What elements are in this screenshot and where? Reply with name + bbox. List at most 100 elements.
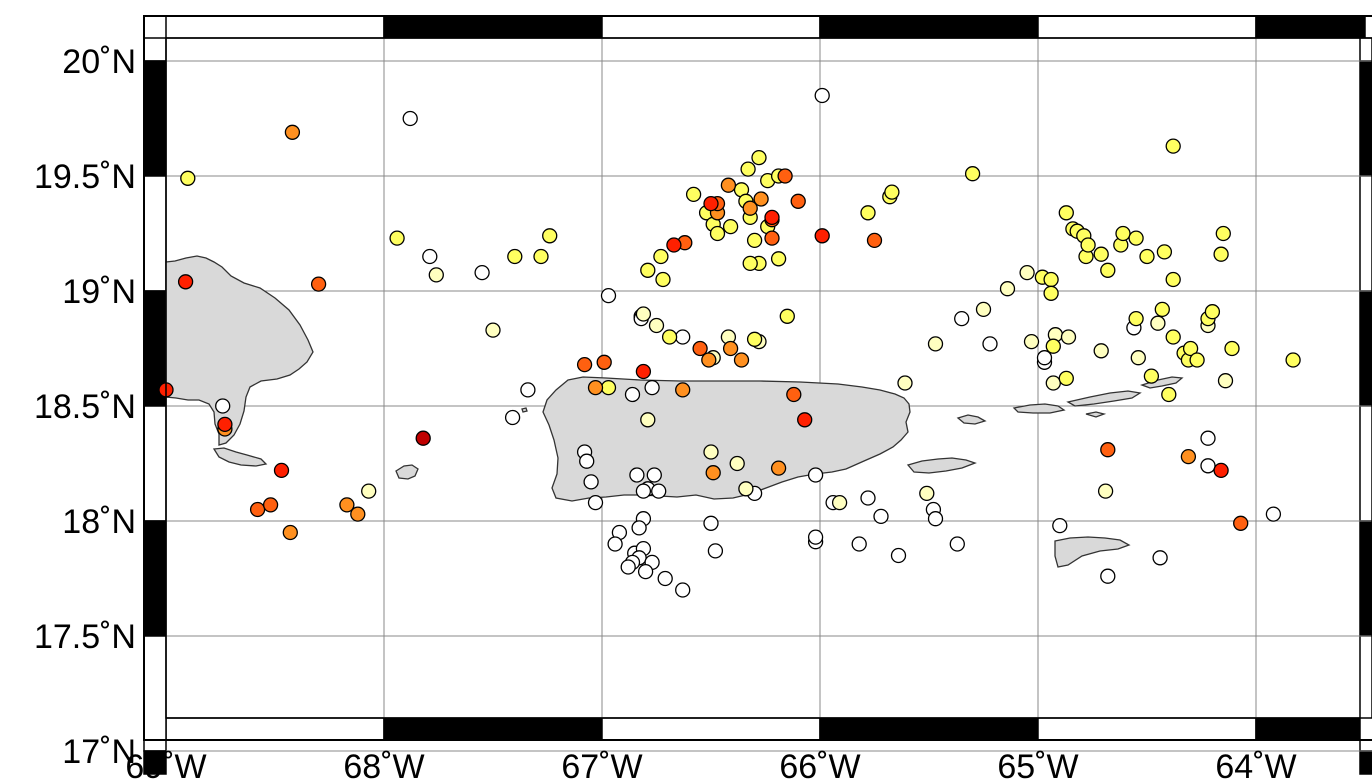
earthquake-marker xyxy=(729,455,745,472)
left-scale-bar-segment xyxy=(143,60,167,177)
earthquake-marker xyxy=(740,161,756,177)
longitude-tick-label: 69˚W xyxy=(125,748,206,782)
earthquake-marker xyxy=(583,474,599,490)
right-scale-bar-segment xyxy=(1359,175,1372,292)
map-inner-border xyxy=(165,37,1372,719)
earthquake-marker xyxy=(1200,430,1216,446)
map-outer-border xyxy=(143,15,1372,741)
desecheo-island xyxy=(521,407,528,413)
earthquake-marker xyxy=(596,354,612,370)
earthquake-marker xyxy=(746,232,763,249)
earthquake-marker xyxy=(860,205,876,221)
left-scale-bar-segment xyxy=(143,520,167,637)
left-scale-bar-segment xyxy=(143,750,167,775)
earthquake-marker xyxy=(655,271,671,288)
earthquake-marker xyxy=(1036,350,1053,366)
earthquake-marker xyxy=(753,191,769,207)
bottom-scale-bar-segment xyxy=(1255,717,1366,741)
earthquake-marker xyxy=(1233,515,1249,531)
earthquake-marker xyxy=(675,329,691,345)
earthquake-marker xyxy=(1045,338,1061,354)
right-scale-bar-segment xyxy=(1359,37,1372,62)
earthquake-marker xyxy=(631,520,647,536)
earthquake-marker xyxy=(1165,138,1181,154)
right-scale-bar-segment xyxy=(1359,405,1372,522)
earthquake-marker xyxy=(851,536,867,552)
earthquake-marker xyxy=(428,267,444,283)
earthquake-marker xyxy=(807,467,824,483)
earthquake-marker xyxy=(402,110,418,127)
anegada-islets xyxy=(1085,411,1107,418)
earthquake-marker xyxy=(1052,517,1068,534)
earthquake-marker xyxy=(1115,225,1131,242)
earthquake-marker xyxy=(640,412,656,428)
top-scale-bar-segment xyxy=(1255,15,1366,39)
earthquake-marker xyxy=(1224,340,1240,357)
earthquake-marker xyxy=(770,251,787,267)
earthquake-marker xyxy=(707,543,724,559)
earthquake-marker xyxy=(897,375,913,391)
earthquake-marker xyxy=(814,228,830,244)
earthquake-marker xyxy=(890,547,907,564)
culebra xyxy=(956,414,987,425)
earthquake-marker xyxy=(1058,370,1074,387)
earthquake-marker xyxy=(422,248,438,265)
earthquake-marker xyxy=(975,301,992,318)
earthquake-marker xyxy=(415,430,431,446)
earthquake-marker xyxy=(533,248,549,265)
saona-island xyxy=(212,447,268,467)
earthquake-marker xyxy=(982,336,998,352)
longitude-tick-label: 64˚W xyxy=(1215,748,1296,782)
earthquake-marker xyxy=(786,386,802,403)
earthquake-marker xyxy=(350,506,366,522)
earthquake-marker xyxy=(1265,506,1282,522)
earthquake-marker xyxy=(644,379,660,396)
earthquake-marker xyxy=(1128,230,1144,246)
earthquake-marker xyxy=(770,460,787,476)
earthquake-marker xyxy=(648,317,665,334)
earthquake-marker xyxy=(720,177,737,193)
left-scale-bar-segment xyxy=(143,175,167,292)
earthquake-marker xyxy=(1215,225,1231,242)
earthquake-marker xyxy=(542,228,558,244)
earthquake-marker xyxy=(635,306,652,322)
earthquake-marker xyxy=(520,382,536,398)
earthquake-marker xyxy=(284,124,301,140)
earthquake-marker xyxy=(954,310,970,327)
earthquake-marker xyxy=(1043,285,1059,301)
earthquake-marker xyxy=(273,462,290,479)
left-scale-bar-segment xyxy=(143,405,167,522)
earthquake-marker xyxy=(249,501,266,518)
earthquake-marker xyxy=(600,287,617,304)
earthquake-marker xyxy=(629,467,645,483)
earthquake-marker xyxy=(1189,352,1205,368)
longitude-tick-label: 68˚W xyxy=(343,748,424,782)
earthquake-marker xyxy=(1161,386,1177,403)
earthquake-marker xyxy=(1152,550,1168,566)
land-masses xyxy=(165,255,1184,568)
earthquake-marker xyxy=(779,308,795,324)
longitude-tick-label: 66˚W xyxy=(779,748,860,782)
earthquake-marker xyxy=(600,379,617,396)
earthquake-marker xyxy=(310,276,327,292)
earthquake-marker xyxy=(1058,205,1074,221)
earthquake-marker xyxy=(742,200,758,216)
top-scale-bar-segment xyxy=(819,15,1039,39)
earthquake-marker xyxy=(964,166,981,182)
earthquake-marker xyxy=(999,281,1016,297)
earthquake-marker xyxy=(640,262,656,278)
earthquake-marker xyxy=(282,524,298,541)
earthquake-marker xyxy=(751,149,767,166)
latitude-tick-label: 18˚N xyxy=(62,503,136,541)
longitude-tick-label: 65˚W xyxy=(997,748,1078,782)
earthquake-marker xyxy=(814,87,830,104)
earthquake-marker xyxy=(746,331,763,347)
earthquake-marker xyxy=(1100,262,1116,278)
earthquake-marker xyxy=(1093,343,1109,359)
earthquake-marker xyxy=(1139,248,1155,265)
earthquake-marker xyxy=(764,209,780,226)
earthquake-marker xyxy=(705,465,721,481)
earthquake-marker xyxy=(1093,246,1109,262)
st-thomas xyxy=(1012,403,1066,414)
